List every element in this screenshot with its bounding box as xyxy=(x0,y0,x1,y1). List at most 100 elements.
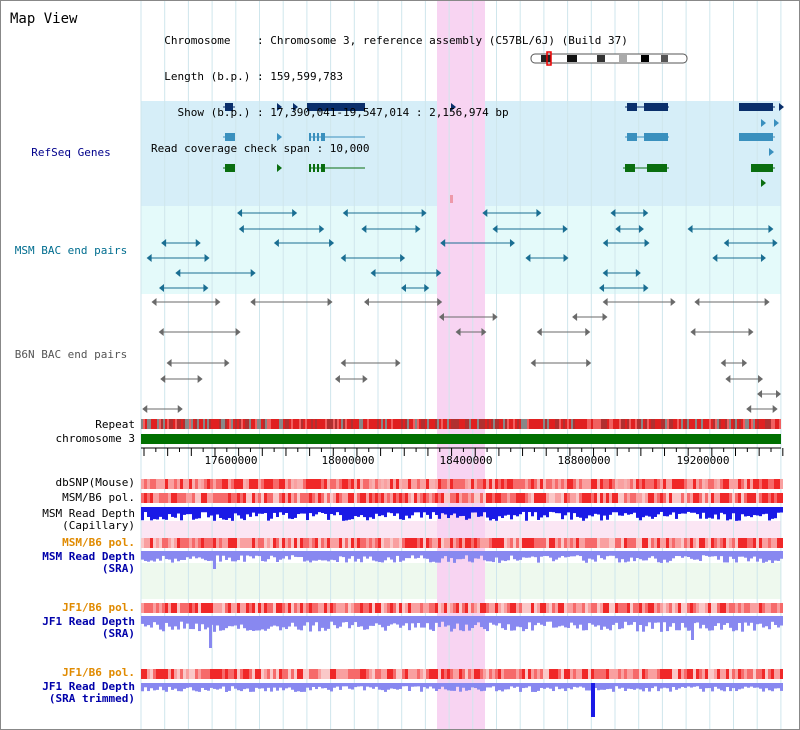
read-depth-bar xyxy=(627,507,630,515)
repeat-segment xyxy=(755,419,757,429)
polymorphism-cell xyxy=(147,493,150,503)
polymorphism-cell xyxy=(291,479,294,489)
polymorphism-cell xyxy=(282,538,285,548)
polymorphism-cell xyxy=(183,479,186,489)
polymorphism-cell xyxy=(483,538,486,548)
read-depth-bar xyxy=(156,683,159,690)
repeat-segment xyxy=(613,419,615,429)
read-depth-bar xyxy=(273,507,276,513)
strand-arrow xyxy=(436,269,442,277)
read-depth-bar xyxy=(246,551,249,556)
polymorphism-cell xyxy=(621,538,624,548)
polymorphism-cell xyxy=(264,603,267,613)
read-depth-bar xyxy=(360,616,363,627)
read-depth-bar xyxy=(741,551,744,557)
polymorphism-cell xyxy=(642,538,645,548)
read-depth-bar xyxy=(195,683,198,692)
polymorphism-cell xyxy=(372,479,375,489)
read-depth-bar xyxy=(750,507,753,518)
polymorphism-cell xyxy=(732,669,735,679)
strand-arrow xyxy=(776,390,781,398)
read-depth-bar xyxy=(456,551,459,560)
polymorphism-cell xyxy=(519,669,522,679)
polymorphism-cell xyxy=(693,479,696,489)
track-label-repeat: Repeat xyxy=(95,418,135,431)
polymorphism-cell xyxy=(252,669,255,679)
polymorphism-cell xyxy=(585,493,588,503)
polymorphism-cell xyxy=(534,493,537,503)
strand-arrow xyxy=(440,239,446,247)
read-depth-bar xyxy=(543,683,546,689)
read-depth-bar xyxy=(174,616,177,627)
read-depth-bar xyxy=(486,507,489,518)
polymorphism-cell xyxy=(741,538,744,548)
polymorphism-cell xyxy=(663,493,666,503)
polymorphism-cell xyxy=(747,669,750,679)
scale-tick-label: 17600000 xyxy=(204,454,258,467)
polymorphism-cell xyxy=(570,538,573,548)
polymorphism-cell xyxy=(606,479,609,489)
gene-exon xyxy=(625,164,635,172)
polymorphism-cell xyxy=(231,538,234,548)
read-depth-bar xyxy=(777,507,780,513)
read-depth-bar xyxy=(216,507,219,515)
repeat-segment xyxy=(681,419,683,429)
polymorphism-cell xyxy=(153,538,156,548)
read-depth-bar xyxy=(177,616,180,630)
read-depth-bar xyxy=(450,683,453,691)
polymorphism-cell xyxy=(657,669,660,679)
read-depth-bar xyxy=(411,507,414,516)
polymorphism-cell xyxy=(162,669,165,679)
read-depth-bar xyxy=(606,507,609,520)
read-depth-bar xyxy=(441,683,444,687)
read-depth-bar xyxy=(597,507,600,515)
read-depth-bar xyxy=(594,683,597,689)
read-depth-bar xyxy=(342,683,345,687)
repeat-segment xyxy=(641,419,643,429)
polymorphism-cell xyxy=(576,603,579,613)
polymorphism-cell xyxy=(348,669,351,679)
read-depth-bar xyxy=(618,507,621,516)
polymorphism-cell xyxy=(618,538,621,548)
polymorphism-cell xyxy=(387,538,390,548)
read-depth-spike xyxy=(691,616,694,640)
polymorphism-cell xyxy=(459,603,462,613)
polymorphism-cell xyxy=(528,603,531,613)
read-depth-bar xyxy=(375,683,378,687)
polymorphism-cell xyxy=(153,669,156,679)
read-depth-bar xyxy=(411,683,414,687)
read-depth-peak xyxy=(591,683,595,717)
read-depth-bar xyxy=(531,551,534,557)
read-depth-bar xyxy=(390,683,393,689)
repeat-segment xyxy=(381,419,383,429)
read-depth-bar xyxy=(228,551,231,558)
read-depth-bar xyxy=(192,507,195,520)
polymorphism-cell xyxy=(588,669,591,679)
polymorphism-cell xyxy=(378,603,381,613)
polymorphism-cell xyxy=(771,493,774,503)
scale-tick-label: 18400000 xyxy=(439,454,493,467)
read-depth-bar xyxy=(585,551,588,563)
strand-arrow xyxy=(687,225,693,233)
polymorphism-cell xyxy=(300,538,303,548)
polymorphism-cell xyxy=(513,538,516,548)
read-depth-bar xyxy=(510,507,513,520)
repeat-segment xyxy=(603,419,605,429)
repeat-segment xyxy=(421,419,423,429)
read-depth-bar xyxy=(462,683,465,688)
polymorphism-cell xyxy=(186,479,189,489)
repeat-segment xyxy=(779,419,781,429)
polymorphism-cell xyxy=(399,493,402,503)
polymorphism-cell xyxy=(171,538,174,548)
read-depth-bar xyxy=(474,616,477,626)
polymorphism-cell xyxy=(258,669,261,679)
read-depth-bar xyxy=(303,551,306,562)
read-depth-bar xyxy=(600,551,603,559)
region-info: Chromosome : Chromosome 3, reference ass… xyxy=(151,11,628,179)
polymorphism-cell xyxy=(369,669,372,679)
read-depth-bar xyxy=(492,507,495,520)
read-depth-bar xyxy=(717,616,720,624)
polymorphism-cell xyxy=(264,493,267,503)
polymorphism-cell xyxy=(462,603,465,613)
